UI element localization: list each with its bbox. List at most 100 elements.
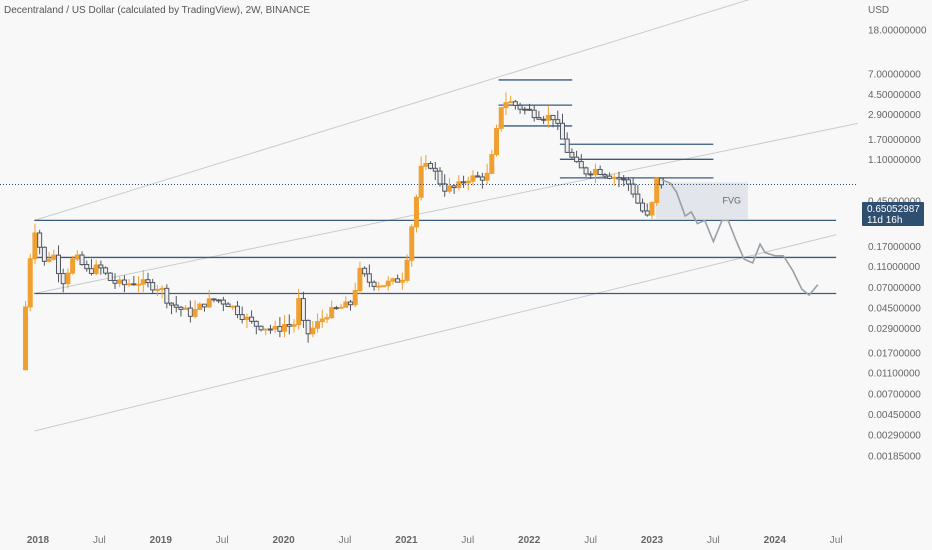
candle — [446, 178, 452, 194]
candle-body — [286, 324, 292, 327]
candle-body — [126, 283, 132, 286]
candle-body — [456, 181, 462, 189]
candle-body — [23, 306, 29, 371]
time-tick: 2022 — [518, 535, 541, 546]
candle-body — [60, 273, 66, 285]
time-tick: Jul — [830, 535, 843, 546]
candle-body — [583, 167, 589, 175]
candle — [423, 155, 429, 170]
price-axis-panel[interactable] — [858, 0, 932, 550]
candle — [23, 300, 29, 371]
candle-body — [272, 326, 278, 330]
price-tick: 0.00700000 — [868, 390, 921, 401]
candle — [263, 328, 269, 336]
candle-body — [574, 156, 580, 163]
candle-body — [234, 305, 240, 316]
candle-body — [79, 254, 85, 266]
time-axis-panel[interactable] — [0, 528, 932, 550]
projection-line — [661, 179, 819, 297]
candle — [282, 315, 288, 338]
candle — [206, 290, 212, 309]
candle — [173, 295, 179, 313]
candle-body — [145, 279, 151, 284]
candle-body — [173, 304, 179, 308]
candle-body — [244, 316, 250, 320]
candle-body — [470, 175, 476, 182]
candle-body — [206, 298, 212, 308]
candle-body — [74, 254, 80, 260]
candle-body — [121, 279, 127, 286]
candle — [239, 306, 245, 324]
candle — [98, 260, 104, 275]
candle — [291, 319, 297, 333]
candle — [154, 285, 160, 297]
candle — [51, 249, 57, 261]
candle — [352, 282, 358, 308]
candle — [202, 303, 208, 312]
candle — [456, 175, 462, 191]
time-tick: Jul — [216, 535, 229, 546]
candle — [84, 260, 90, 272]
candle-body — [545, 114, 551, 121]
candle-body — [522, 108, 528, 111]
candle-body — [65, 272, 71, 285]
candle-body — [51, 254, 57, 260]
candle — [286, 314, 292, 335]
candle-body — [324, 317, 330, 320]
price-tick: 0.00185000 — [868, 451, 921, 462]
candle — [418, 156, 424, 201]
candle-body — [41, 246, 47, 262]
time-tick: Jul — [584, 535, 597, 546]
candle-body — [136, 283, 142, 286]
candle-body — [249, 316, 255, 322]
candle — [635, 184, 641, 204]
candle-body — [597, 168, 603, 176]
candle-body — [465, 180, 471, 184]
candle-body — [282, 324, 288, 332]
candle-body — [216, 299, 222, 302]
bar-countdown: 11d 16h — [867, 215, 902, 226]
candle — [70, 255, 76, 275]
candlestick-series — [23, 92, 664, 371]
candle — [338, 303, 344, 309]
candle-body — [70, 258, 76, 274]
candle-body — [88, 268, 94, 274]
candle — [333, 305, 339, 310]
candle — [654, 177, 660, 206]
candle — [93, 259, 99, 276]
candle — [253, 320, 259, 335]
candle-body — [602, 174, 608, 177]
candle — [225, 302, 231, 308]
candle-body — [220, 299, 226, 305]
candle — [498, 107, 504, 132]
candle — [258, 325, 264, 332]
price-tick: 0.04500000 — [868, 303, 921, 314]
candle-body — [112, 279, 118, 284]
candle — [517, 102, 523, 114]
candle-body — [494, 127, 500, 156]
candle — [60, 268, 66, 293]
candle — [630, 177, 636, 198]
candle — [112, 273, 118, 290]
candle-body — [385, 280, 391, 287]
candle — [145, 272, 151, 288]
candle — [489, 149, 495, 175]
candle — [592, 163, 598, 184]
candle — [46, 252, 52, 263]
candle-body — [475, 175, 481, 178]
candle — [390, 277, 396, 285]
candle — [574, 150, 580, 163]
candle — [244, 313, 250, 328]
candle-body — [310, 327, 316, 335]
price-tick: 0.01100000 — [868, 369, 921, 380]
candle-body — [536, 117, 542, 120]
candle — [640, 198, 646, 213]
candle-body — [46, 258, 52, 262]
candle — [220, 296, 226, 312]
candle-body — [550, 114, 556, 121]
candle — [107, 272, 113, 281]
candle-body — [498, 107, 504, 129]
candle — [479, 172, 485, 189]
candle-body — [159, 287, 165, 290]
